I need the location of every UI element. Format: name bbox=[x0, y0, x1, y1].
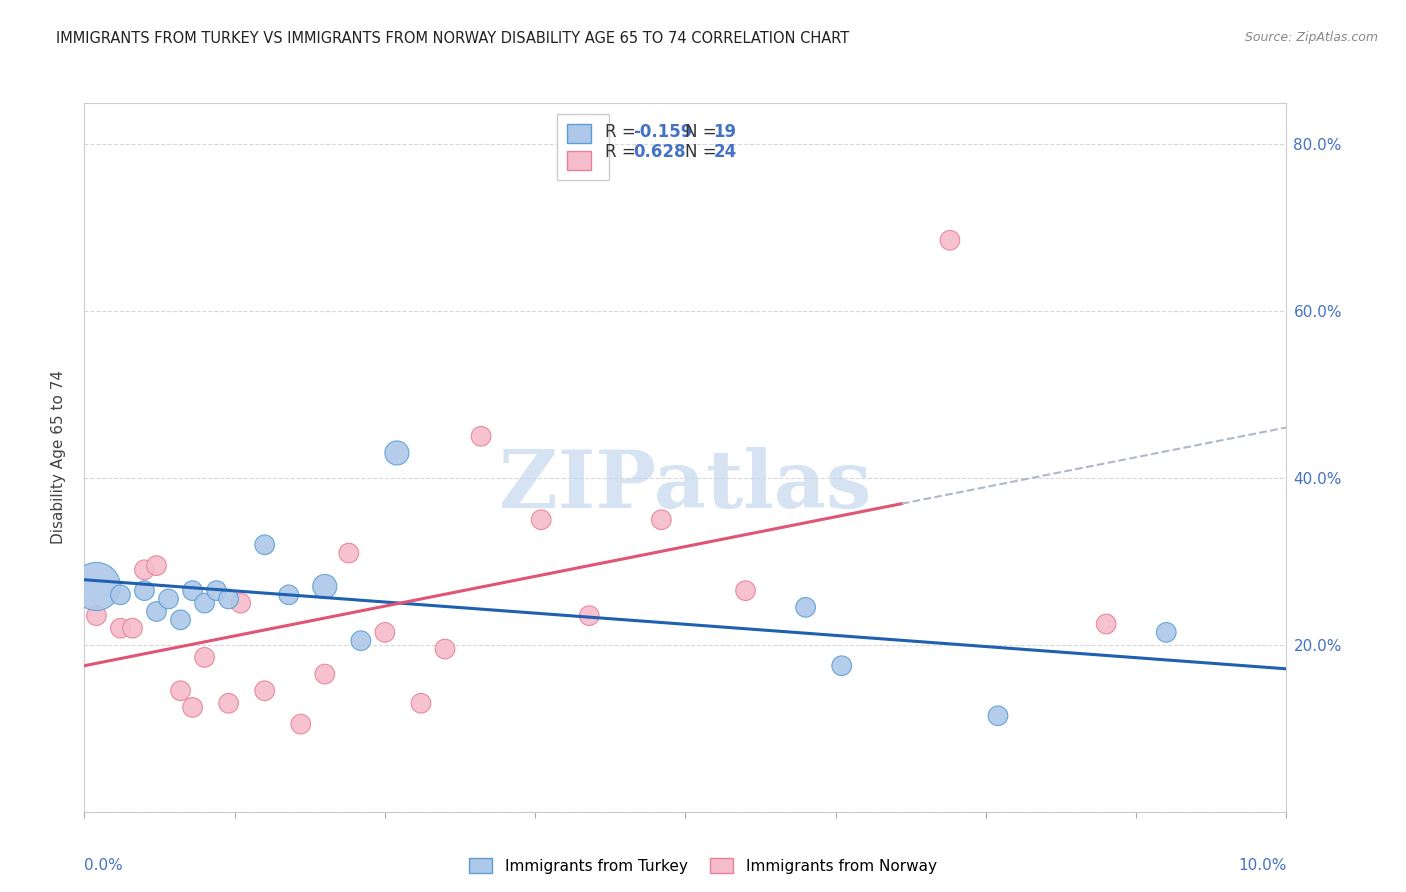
Point bbox=[374, 625, 396, 640]
Point bbox=[218, 696, 240, 710]
Point bbox=[314, 579, 336, 593]
Point bbox=[734, 583, 756, 598]
Point bbox=[530, 513, 553, 527]
Text: N =: N = bbox=[685, 123, 723, 142]
Point bbox=[470, 429, 492, 443]
Point bbox=[194, 596, 217, 610]
Text: 0.0%: 0.0% bbox=[84, 858, 124, 872]
Text: R =: R = bbox=[606, 144, 641, 161]
Point bbox=[939, 233, 962, 247]
Point bbox=[1095, 617, 1118, 632]
Point bbox=[650, 513, 672, 527]
Text: ZIPatlas: ZIPatlas bbox=[499, 447, 872, 524]
Point bbox=[145, 558, 167, 573]
Point bbox=[205, 583, 228, 598]
Point bbox=[145, 605, 167, 619]
Point bbox=[218, 592, 240, 607]
Point bbox=[290, 717, 312, 731]
Point bbox=[253, 538, 276, 552]
Legend: Immigrants from Turkey, Immigrants from Norway: Immigrants from Turkey, Immigrants from … bbox=[464, 852, 942, 880]
Point bbox=[110, 621, 132, 635]
Point bbox=[831, 658, 853, 673]
Point bbox=[181, 700, 204, 714]
Text: -0.159: -0.159 bbox=[634, 123, 693, 142]
Point bbox=[337, 546, 360, 560]
Point bbox=[277, 588, 299, 602]
Point bbox=[1156, 625, 1178, 640]
Text: 24: 24 bbox=[713, 144, 737, 161]
Point bbox=[134, 563, 156, 577]
Point bbox=[169, 683, 191, 698]
Text: R =: R = bbox=[606, 123, 641, 142]
Point bbox=[409, 696, 432, 710]
Point bbox=[110, 588, 132, 602]
Point bbox=[194, 650, 217, 665]
Point bbox=[385, 446, 408, 460]
Point bbox=[794, 600, 817, 615]
Text: 19: 19 bbox=[713, 123, 737, 142]
Point bbox=[86, 608, 108, 623]
Point bbox=[253, 683, 276, 698]
Point bbox=[314, 667, 336, 681]
Text: IMMIGRANTS FROM TURKEY VS IMMIGRANTS FROM NORWAY DISABILITY AGE 65 TO 74 CORRELA: IMMIGRANTS FROM TURKEY VS IMMIGRANTS FRO… bbox=[56, 31, 849, 46]
Point bbox=[229, 596, 252, 610]
Point bbox=[157, 592, 180, 607]
Y-axis label: Disability Age 65 to 74: Disability Age 65 to 74 bbox=[51, 370, 66, 544]
Point bbox=[169, 613, 191, 627]
Text: 10.0%: 10.0% bbox=[1239, 858, 1286, 872]
Point bbox=[987, 708, 1010, 723]
Text: Source: ZipAtlas.com: Source: ZipAtlas.com bbox=[1244, 31, 1378, 45]
Legend: , : , bbox=[557, 114, 609, 180]
Point bbox=[86, 579, 108, 593]
Point bbox=[350, 633, 373, 648]
Point bbox=[181, 583, 204, 598]
Point bbox=[578, 608, 600, 623]
Point bbox=[134, 583, 156, 598]
Text: N =: N = bbox=[685, 144, 723, 161]
Point bbox=[121, 621, 143, 635]
Text: 0.628: 0.628 bbox=[634, 144, 686, 161]
Point bbox=[434, 642, 457, 657]
